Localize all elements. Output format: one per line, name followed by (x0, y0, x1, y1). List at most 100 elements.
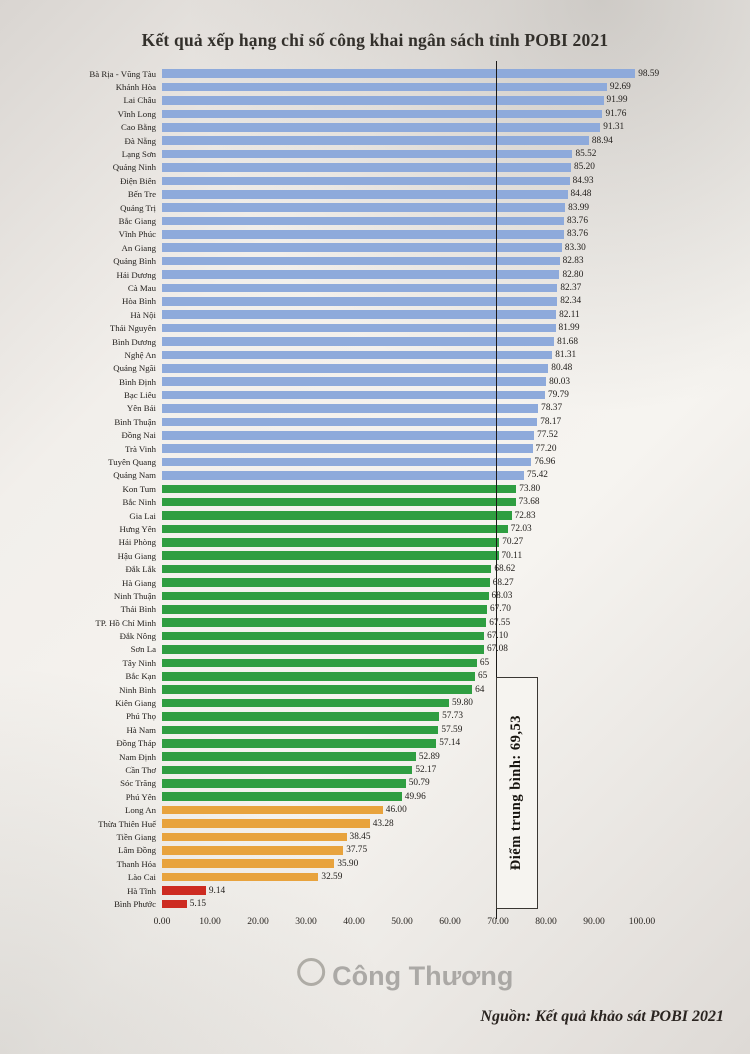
bar-row: Sóc Trăng 50.79 (6, 777, 750, 790)
province-label: Phú Yên (125, 791, 156, 802)
bar (162, 189, 568, 199)
bar-row: Cà Mau 82.37 (6, 281, 750, 294)
bar (162, 377, 547, 386)
value-label: 37.75 (346, 845, 368, 856)
province-label: Cao Bằng (121, 122, 156, 133)
bar-track: 83.76 (162, 229, 642, 239)
bar-row: Bắc Kạn 65 (6, 670, 750, 683)
bar (162, 444, 533, 453)
x-tick-label: 10.00 (199, 915, 221, 927)
province-label: An Giang (121, 242, 156, 253)
province-label: Thái Nguyên (109, 323, 156, 334)
value-label: 81.31 (555, 349, 577, 360)
value-label: 77.52 (537, 430, 559, 441)
x-axis: 0.00 10.00 20.00 30.00 40.00 50.00 60.00 70.00 8… (154, 911, 656, 933)
bar-track: 65 (162, 671, 642, 681)
bar (162, 283, 558, 293)
bar-track: 82.80 (162, 270, 642, 280)
value-label: 83.30 (564, 242, 586, 253)
bar-track: 57.14 (162, 738, 642, 748)
bar-track: 65 (162, 658, 642, 668)
bar-track: 80.48 (162, 363, 642, 373)
bar-row: Lạng Sơn 85.52 (6, 147, 750, 160)
value-label: 57.73 (442, 711, 464, 722)
value-label: 72.83 (514, 510, 536, 521)
bar-track: 67.55 (162, 618, 642, 628)
province-label: Cà Mau (127, 282, 156, 293)
bar-track: 84.48 (162, 189, 642, 199)
average-line (495, 61, 498, 919)
bar (162, 203, 566, 212)
value-label: 46.00 (385, 805, 407, 816)
bar-track: 83.99 (162, 203, 642, 213)
value-label: 82.37 (560, 282, 582, 293)
bar (162, 671, 475, 681)
bar-track: 81.99 (162, 323, 642, 333)
bar-track: 57.59 (162, 725, 642, 735)
value-label: 65 (477, 671, 488, 682)
bar-track: 70.11 (162, 551, 642, 561)
bar (162, 792, 402, 802)
bar-track: 77.20 (162, 444, 642, 454)
value-label: 82.80 (562, 269, 584, 280)
bar (162, 457, 532, 467)
value-label: 83.76 (567, 229, 588, 240)
value-label: 5.15 (189, 898, 206, 909)
bar-track: 64 (162, 685, 642, 695)
bar-row: Đà Nẵng 88.94 (6, 134, 750, 147)
province-label: Lai Châu (123, 95, 157, 106)
bar-row: Bình Phước 5.15 (6, 897, 750, 910)
bar (162, 163, 571, 172)
province-label: Bạc Liêu (124, 390, 156, 401)
average-label-box: Điểm trung bình: 69,53 (495, 676, 538, 909)
value-label: 78.17 (540, 416, 562, 427)
watermark-logo-icon (297, 958, 326, 986)
bar-track: 73.80 (162, 484, 642, 494)
province-label: Đắk Lắk (125, 564, 156, 575)
bar-track: 91.31 (162, 122, 642, 132)
bar (162, 82, 607, 92)
province-label: Đà Nẵng (124, 135, 156, 146)
bar (162, 310, 557, 320)
bar-track: 32.59 (162, 872, 642, 882)
value-label: 78.37 (541, 403, 563, 414)
bar-row: Lâm Đồng 37.75 (6, 844, 750, 857)
bar-row: Yên Bái 78.37 (6, 402, 750, 415)
province-label: Ninh Thuận (113, 590, 156, 601)
bar-row: Gia Lai 72.83 (6, 509, 750, 522)
bar-row: Thái Nguyên 81.99 (6, 321, 750, 334)
bar-track: 59.80 (162, 698, 642, 708)
bar (162, 109, 603, 119)
bar-chart: Bà Rịa - Vũng Tàu 98.59 Khánh Hòa 92.69 Lai … (0, 61, 750, 933)
province-label: Hưng Yên (119, 523, 156, 534)
bar-track: 35.90 (162, 859, 642, 869)
bar-track: 80.03 (162, 377, 642, 387)
bar-row: Hậu Giang 70.11 (6, 549, 750, 562)
bar (162, 337, 555, 346)
province-label: Quảng Trị (120, 202, 156, 213)
bar (162, 297, 558, 306)
bar-row: Bến Tre 84.48 (6, 188, 750, 201)
value-label: 77.20 (535, 443, 557, 454)
value-label: 80.03 (549, 376, 571, 387)
province-label: Cần Thơ (125, 765, 156, 775)
bar-row: Đồng Tháp 57.14 (6, 737, 750, 750)
value-label: 82.83 (562, 256, 584, 267)
bar-track: 68.62 (162, 564, 642, 574)
bar (162, 471, 525, 480)
province-label: Vĩnh Phúc (118, 229, 156, 240)
value-label: 73.68 (518, 497, 540, 508)
bar-track: 82.37 (162, 283, 642, 293)
province-label: Đắk Nông (119, 631, 156, 642)
value-label: 57.59 (441, 724, 463, 735)
bar-row: Ninh Thuận 68.03 (6, 589, 750, 602)
province-label: Bình Định (119, 376, 156, 387)
bar-row: Cần Thơ 52.17 (6, 763, 750, 776)
bar-track: 91.99 (162, 95, 642, 105)
province-label: Yên Bái (126, 403, 156, 414)
province-label: Hải Dương (116, 269, 156, 280)
bar-row: Bình Định 80.03 (6, 375, 750, 388)
bar-track: 85.20 (162, 162, 642, 172)
province-label: Thừa Thiên Huế (98, 818, 156, 829)
bar-row: Đồng Nai 77.52 (6, 429, 750, 442)
